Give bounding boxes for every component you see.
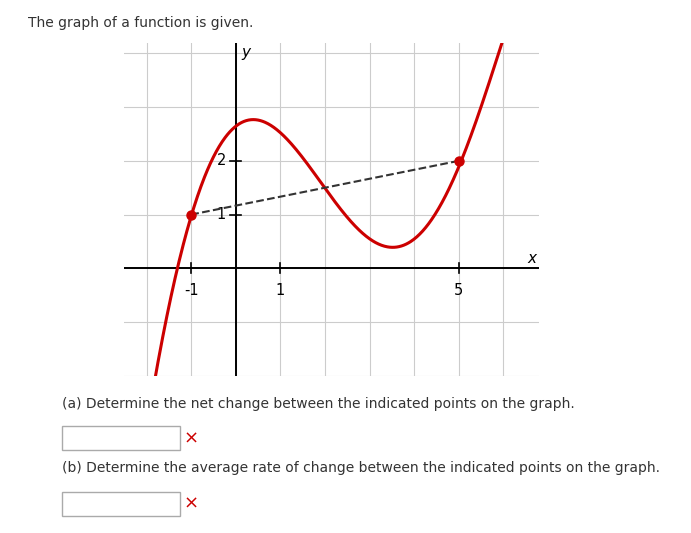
Text: -1: -1 xyxy=(184,284,198,298)
Text: 5: 5 xyxy=(454,284,464,298)
Text: 2: 2 xyxy=(217,154,226,168)
Text: y: y xyxy=(241,45,250,60)
Text: ×: × xyxy=(183,495,198,513)
Text: The graph of a function is given.: The graph of a function is given. xyxy=(28,16,253,30)
Text: ×: × xyxy=(183,429,198,447)
Text: 1: 1 xyxy=(217,207,226,222)
Text: (b) Determine the average rate of change between the indicated points on the gra: (b) Determine the average rate of change… xyxy=(62,461,660,475)
Text: x: x xyxy=(528,251,537,265)
Text: 1: 1 xyxy=(276,284,285,298)
Text: (a) Determine the net change between the indicated points on the graph.: (a) Determine the net change between the… xyxy=(62,397,575,411)
